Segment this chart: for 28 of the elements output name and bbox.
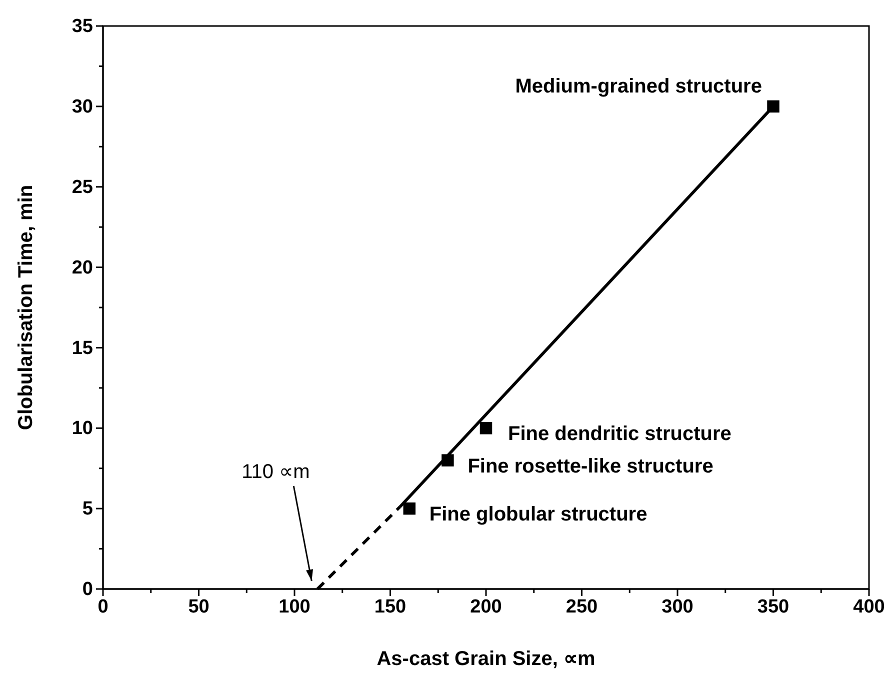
x-tick-label: 300	[662, 596, 694, 618]
point	[767, 100, 780, 113]
x-tick-label: 150	[374, 596, 406, 618]
point	[403, 502, 416, 515]
annotation: Fine dendritic structure	[508, 423, 732, 446]
x-tick-label: 400	[853, 596, 885, 618]
annotation: Fine rosette-like structure	[468, 455, 714, 478]
y-tick-label: 10	[72, 418, 93, 440]
y-tick-label: 35	[72, 16, 94, 38]
y-tick-label: 15	[72, 338, 94, 359]
x-tick-label: 250	[566, 596, 598, 618]
point	[442, 454, 454, 466]
x-tick-label: 50	[188, 596, 210, 618]
y-tick-label: 0	[82, 579, 93, 600]
y-tick-label: 25	[72, 176, 94, 198]
x-tick-label: 0	[98, 596, 108, 618]
y-tick-label: 20	[72, 257, 93, 278]
y-tick-label: 30	[72, 96, 93, 118]
y-axis-title: Globularisation Time, min	[15, 184, 37, 430]
annotation: Fine globular structure	[429, 504, 648, 526]
x-tick-label: 350	[757, 596, 790, 618]
point	[480, 422, 492, 434]
x-tick-label: 200	[470, 596, 502, 618]
x-tick-label: 100	[278, 596, 310, 618]
annotation: 110 ∝m	[242, 461, 310, 483]
annotation: Medium-grained structure	[515, 75, 762, 98]
x-axis-title: As-cast Grain Size, ∝m	[376, 648, 596, 670]
y-tick-label: 5	[82, 498, 94, 520]
